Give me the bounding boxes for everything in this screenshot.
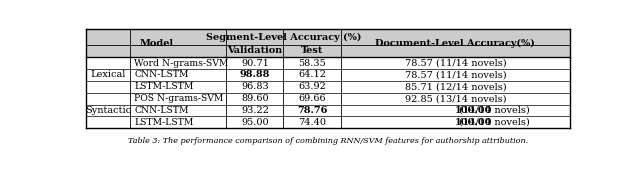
Text: LSTM-LSTM: LSTM-LSTM	[134, 118, 194, 127]
Text: 64.12: 64.12	[298, 70, 326, 79]
Text: Test: Test	[301, 46, 323, 55]
Text: (14/14 novels): (14/14 novels)	[456, 118, 529, 127]
Text: 95.00: 95.00	[241, 118, 269, 127]
Text: 98.88: 98.88	[240, 70, 270, 79]
Text: Model: Model	[139, 39, 173, 48]
Text: 78.57 (11/14 novels): 78.57 (11/14 novels)	[404, 70, 506, 79]
Text: Lexical: Lexical	[90, 70, 126, 79]
Text: 96.83: 96.83	[241, 82, 269, 91]
Text: 90.71: 90.71	[241, 58, 269, 67]
Text: 100.00: 100.00	[455, 118, 492, 127]
Text: 78.76: 78.76	[297, 106, 327, 115]
Text: 89.60: 89.60	[241, 94, 269, 103]
Text: 100.00: 100.00	[455, 106, 492, 115]
Text: 93.22: 93.22	[241, 106, 269, 115]
Text: 78.57 (11/14 novels): 78.57 (11/14 novels)	[404, 58, 506, 67]
Text: Table 3: The performance comparison of combining RNN/SVM features for authorship: Table 3: The performance comparison of c…	[128, 137, 528, 145]
Text: POS N-grams-SVM: POS N-grams-SVM	[134, 94, 224, 103]
Text: CNN-LSTM: CNN-LSTM	[134, 106, 189, 115]
Bar	[86, 29, 570, 45]
Text: 92.85 (13/14 novels): 92.85 (13/14 novels)	[404, 94, 506, 103]
Text: CNN-LSTM: CNN-LSTM	[134, 70, 189, 79]
Text: Syntactic: Syntactic	[85, 106, 131, 115]
Text: Document-Level Accuracy(%): Document-Level Accuracy(%)	[376, 39, 535, 48]
Text: Segment-Level Accuracy (%): Segment-Level Accuracy (%)	[206, 32, 361, 42]
Text: 58.35: 58.35	[298, 58, 326, 67]
Text: Validation: Validation	[227, 46, 282, 55]
Text: 85.71 (12/14 novels): 85.71 (12/14 novels)	[404, 82, 506, 91]
Text: LSTM-LSTM: LSTM-LSTM	[134, 82, 194, 91]
Text: 74.40: 74.40	[298, 118, 326, 127]
Text: 63.92: 63.92	[298, 82, 326, 91]
Text: (14/14 novels): (14/14 novels)	[456, 106, 529, 115]
Text: Word N-grams-SVM: Word N-grams-SVM	[134, 58, 229, 67]
Bar	[86, 45, 570, 57]
Text: 69.66: 69.66	[298, 94, 326, 103]
